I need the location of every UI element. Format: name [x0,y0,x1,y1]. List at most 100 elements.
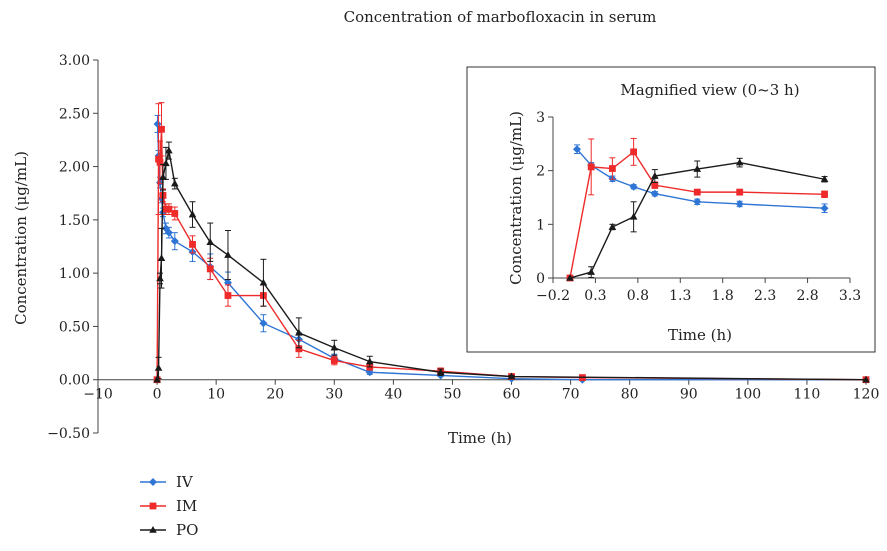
main-data-point-po [206,238,215,246]
main-data-point-po [862,375,870,383]
inset-series-line-im [569,150,825,279]
inset-x-tick-label: 0.3 [584,288,606,304]
legend-label-po: PO [176,521,198,539]
main-x-tick-label: 80 [621,387,639,403]
inset-data-point-po [693,165,702,172]
main-x-tick-label: 50 [444,387,462,403]
main-data-point-im [224,292,232,299]
main-data-point-po [295,328,303,336]
main-data-point-im [330,357,338,364]
inset-x-tick-label: 2.3 [754,288,776,304]
main-y-tick-label: 3.00 [59,53,90,69]
inset-data-point-iv [573,145,582,154]
inset-y-axis-label: Concentration (μg/mL) [507,111,525,285]
main-data-point-im [206,265,214,273]
inset-data-point-iv [693,197,702,206]
main-x-tick-label: 10 [207,387,225,403]
main-plot-area: −0.500.000.501.001.502.002.503.00−10 0 10 2… [47,53,879,442]
main-data-point-po [154,363,163,371]
inset-x-tick-label: 1.8 [712,288,734,304]
inset-y-tick-label: 1 [536,217,545,233]
main-y-tick-label: 0.00 [59,373,90,389]
legend-marker-iv [149,478,157,486]
inset-series-line-po [569,161,825,279]
inset-data-point-po [629,212,638,220]
main-data-point-po [188,210,197,218]
inset-data-point-im [693,188,701,196]
main-data-point-po [157,254,166,262]
main-data-point-im [171,210,179,217]
main-data-point-im [156,158,164,166]
main-data-point-po [159,173,167,181]
legend-label-iv: IV [176,473,194,491]
main-x-tick-label: 60 [503,387,521,403]
legend: IV IM PO [140,473,198,539]
main-x-tick-label: 110 [794,387,821,403]
inset-data-point-iv [820,204,829,213]
inset-data-point-im [587,163,595,171]
inset-y-tick-label: 0 [536,271,545,287]
inset-data-point-iv [629,182,638,191]
main-y-tick-label: 2.00 [59,160,90,176]
main-y-tick-label: 1.50 [59,213,90,229]
inset-data-point-po [566,274,574,281]
main-data-point-po [507,372,516,380]
main-y-tick-label: 0.50 [59,319,90,335]
inset-x-tick-label: −0.2 [536,288,570,304]
main-data-point-po [330,343,339,351]
inset-data-point-im [630,148,638,156]
main-data-point-po [224,251,232,258]
main-data-point-po [436,368,445,376]
main-x-tick-label: −10 [83,387,113,403]
inset-data-point-iv [735,199,744,208]
inset-data-point-im [736,188,744,196]
inset-data-point-po [608,223,617,230]
main-data-point-po [165,146,173,154]
main-x-tick-label: 120 [853,387,880,403]
legend-marker-im [149,502,157,510]
main-data-point-po [259,278,268,286]
main-x-tick-label: 90 [680,387,698,403]
inset-data-point-po [651,172,659,179]
main-x-tick-label: 20 [266,387,284,403]
inset-title: Magnified view (0~3 h) [620,81,799,99]
inset-x-tick-label: 2.8 [796,288,818,304]
inset-y-tick-label: 3 [536,110,545,126]
main-data-point-po [365,357,374,365]
main-data-point-iv [170,237,179,246]
main-x-tick-label: 100 [734,387,761,403]
main-y-axis-label: Concentration (μg/mL) [12,151,30,325]
inset-x-tick-label: 0.8 [627,288,649,304]
inset-data-point-im [651,181,659,189]
main-x-axis-label: Time (h) [448,429,512,447]
inset-frame [466,66,876,353]
inset-data-point-iv [650,189,659,198]
main-data-point-iv [164,228,173,237]
main-x-tick-label: 0 [153,387,162,403]
legend-marker-po [149,526,157,533]
inset-data-point-po [587,268,595,275]
main-data-point-im [158,125,165,133]
inset-y-tick-label: 2 [536,164,545,180]
legend-label-im: IM [176,497,197,515]
main-data-point-iv [259,319,268,328]
chart-title: Concentration of marbofloxacin in serum [344,8,657,26]
main-y-tick-label: −0.50 [47,426,90,442]
main-data-point-im [165,205,173,213]
main-x-tick-label: 70 [562,387,580,403]
inset-data-point-po [735,158,744,166]
inset-x-tick-label: 1.3 [669,288,691,304]
inset-data-point-po [820,175,829,183]
inset-data-point-im [821,190,828,198]
inset-plot-area: 0 1 2 3 −0.2 0.3 0.8 1.3 1.8 2.3 2.8 3.3 [536,110,861,304]
inset-x-axis-label: Time (h) [668,326,732,344]
main-data-point-im [189,240,196,248]
main-data-point-im [295,345,303,353]
main-data-point-po [162,159,170,167]
main-y-tick-label: 2.50 [59,106,90,122]
main-x-tick-label: 30 [325,387,343,403]
inset-x-tick-label: 3.3 [839,288,861,304]
main-data-point-po [171,179,179,187]
